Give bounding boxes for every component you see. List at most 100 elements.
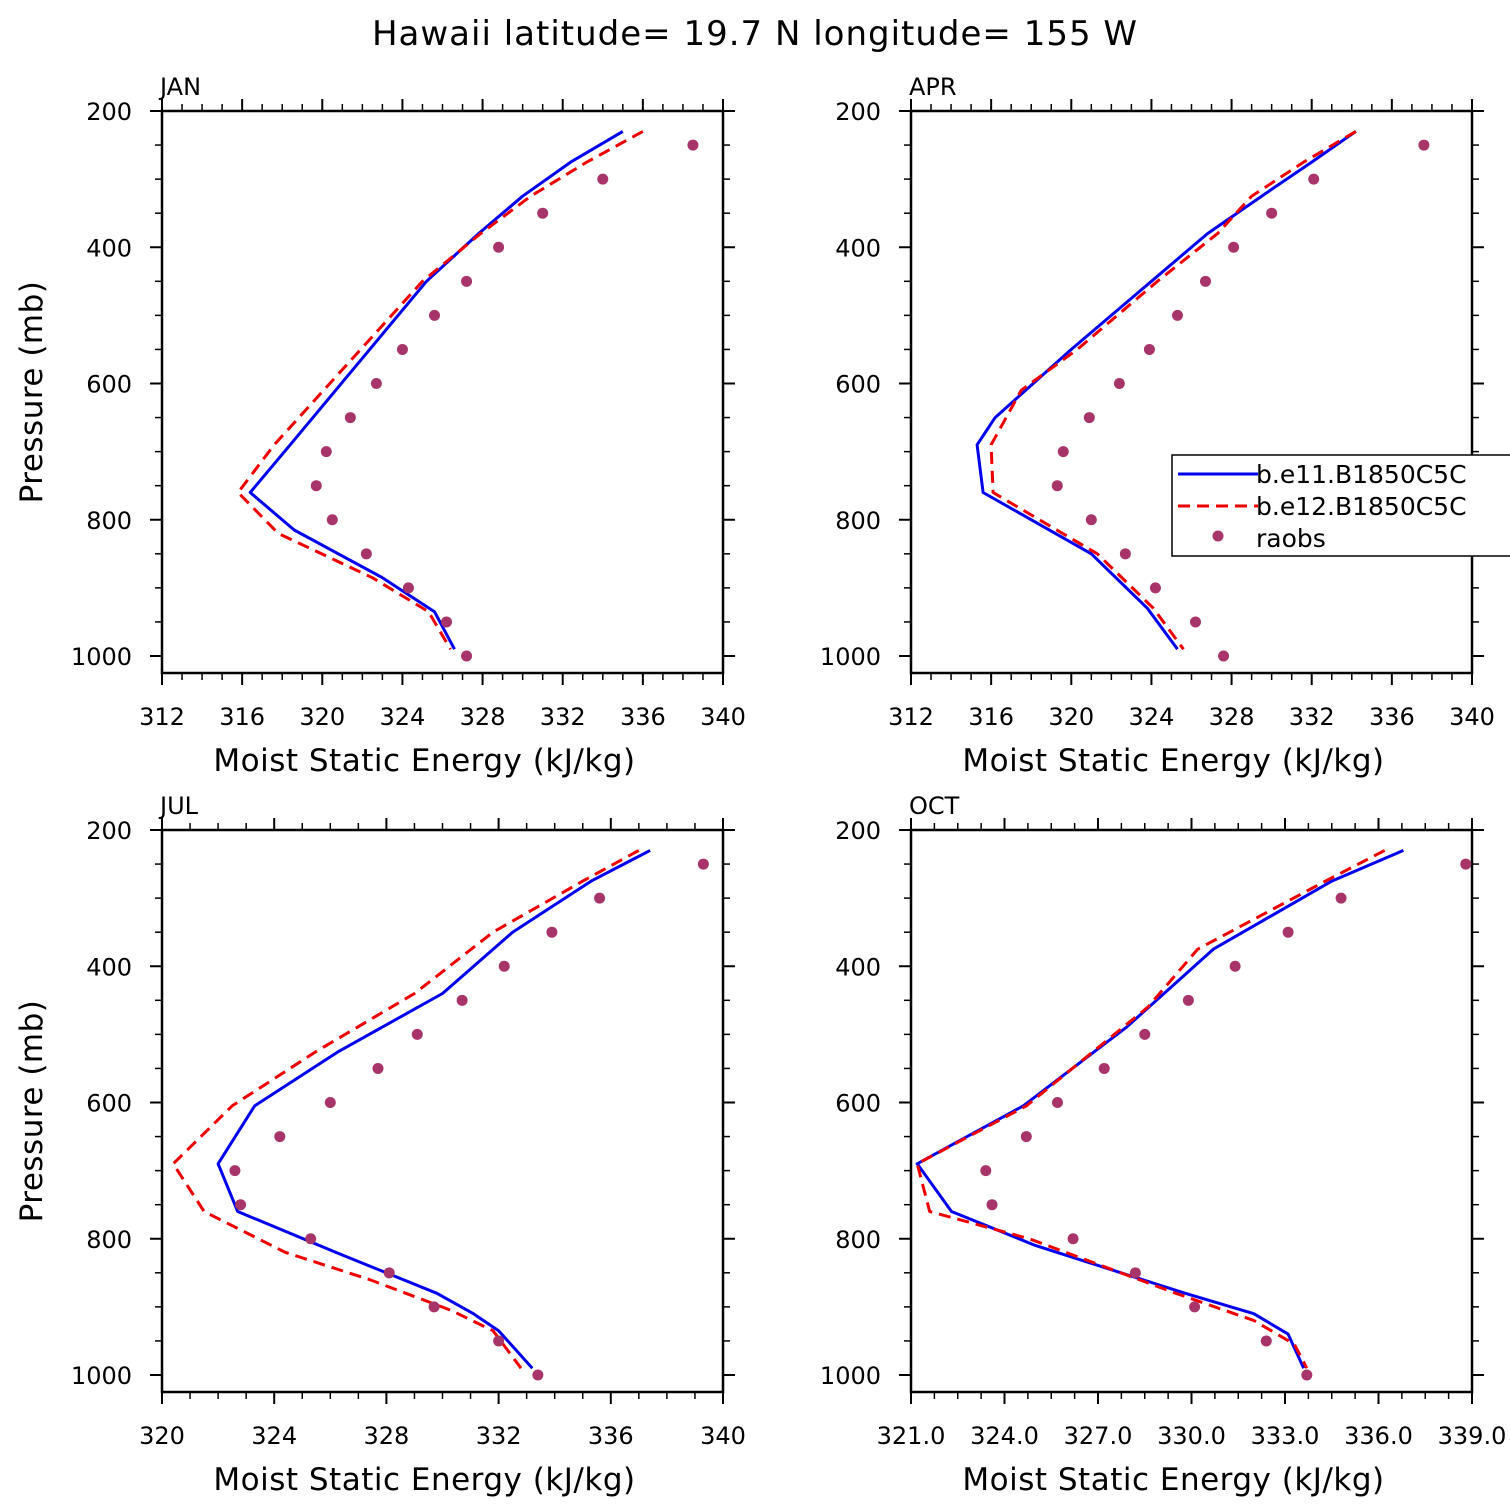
raobs-point bbox=[1129, 1267, 1141, 1279]
raobs-point bbox=[1182, 994, 1194, 1006]
raobs-point bbox=[1190, 616, 1202, 628]
raobs-point bbox=[1301, 1369, 1313, 1381]
y-tick-label: 600 bbox=[86, 371, 132, 399]
raobs-point bbox=[1228, 241, 1240, 253]
raobs-point bbox=[1460, 858, 1472, 870]
raobs-point bbox=[1098, 1062, 1110, 1074]
raobs-point bbox=[456, 994, 468, 1006]
raobs-point bbox=[532, 1369, 544, 1381]
raobs-point bbox=[594, 892, 606, 904]
raobs-point bbox=[326, 514, 338, 526]
y-tick-label: 400 bbox=[835, 234, 881, 262]
raobs-point bbox=[493, 241, 505, 253]
x-tick-label: 320 bbox=[299, 703, 345, 731]
y-tick-label: 800 bbox=[86, 507, 132, 535]
x-tick-label: 336.0 bbox=[1344, 1422, 1413, 1450]
raobs-point bbox=[1189, 1301, 1201, 1313]
y-tick-label: 400 bbox=[835, 953, 881, 981]
raobs-point bbox=[697, 858, 709, 870]
raobs-point bbox=[1308, 173, 1320, 185]
x-tick-label: 339.0 bbox=[1438, 1422, 1507, 1450]
raobs-point bbox=[1139, 1028, 1151, 1040]
raobs-point bbox=[1057, 446, 1069, 458]
raobs-point bbox=[320, 446, 332, 458]
legend-swatch-raobs bbox=[1212, 530, 1224, 542]
y-tick-label: 200 bbox=[835, 98, 881, 126]
raobs-point bbox=[441, 616, 453, 628]
y-tick-label: 200 bbox=[86, 817, 132, 845]
y-tick-label: 200 bbox=[835, 817, 881, 845]
raobs-point bbox=[1229, 960, 1241, 972]
raobs-point bbox=[1067, 1233, 1079, 1245]
raobs-point bbox=[537, 207, 549, 219]
raobs-point bbox=[360, 548, 372, 560]
raobs-point bbox=[687, 139, 699, 151]
x-tick-label: 324.0 bbox=[970, 1422, 1039, 1450]
e12-line bbox=[915, 849, 1386, 1369]
raobs-point bbox=[493, 1335, 505, 1347]
figure-title: Hawaii latitude= 19.7 N longitude= 155 W bbox=[372, 14, 1138, 54]
raobs-point bbox=[383, 1267, 395, 1279]
y-tick-label: 1000 bbox=[71, 643, 132, 671]
panel-jan: JAN 312 316 320 324 328 332 336 340 200 400 600 800 1… bbox=[14, 73, 746, 779]
raobs-point bbox=[1200, 275, 1212, 287]
raobs-point bbox=[1149, 582, 1161, 594]
e11-line bbox=[216, 849, 651, 1370]
x-tick-label: 340 bbox=[1449, 703, 1495, 731]
legend-label: raobs bbox=[1256, 524, 1326, 553]
x-tick-label: 336 bbox=[1369, 703, 1415, 731]
raobs-point bbox=[498, 960, 510, 972]
plot-frame bbox=[160, 109, 725, 675]
x-tick-label: 330.0 bbox=[1157, 1422, 1226, 1450]
raobs-point bbox=[1266, 207, 1278, 219]
e12-line bbox=[171, 849, 640, 1370]
raobs-point bbox=[1051, 480, 1063, 492]
y-tick-label: 1000 bbox=[820, 643, 881, 671]
y-tick-label: 400 bbox=[86, 234, 132, 262]
raobs-point bbox=[597, 173, 609, 185]
x-tick-label: 312 bbox=[888, 703, 934, 731]
raobs-point bbox=[1083, 412, 1095, 424]
x-tick-label: 332 bbox=[540, 703, 586, 731]
raobs-point bbox=[1143, 343, 1155, 355]
raobs-point bbox=[1020, 1131, 1032, 1143]
raobs-point bbox=[235, 1199, 247, 1211]
raobs-point bbox=[1119, 548, 1131, 560]
y-tick-label: 600 bbox=[835, 1090, 881, 1118]
raobs-point bbox=[1171, 309, 1183, 321]
panel-oct: OCT 321.0 324.0 327.0 330.0 333.0 336.0 339.0 20… bbox=[820, 792, 1506, 1498]
x-tick-label: 321.0 bbox=[877, 1422, 946, 1450]
raobs-point bbox=[305, 1233, 317, 1245]
y-tick-label: 800 bbox=[835, 507, 881, 535]
raobs-point bbox=[1335, 892, 1347, 904]
y-tick-label: 600 bbox=[835, 371, 881, 399]
x-tick-label: 324 bbox=[251, 1422, 297, 1450]
y-tick-label: 600 bbox=[86, 1090, 132, 1118]
y-axis-label: Pressure (mb) bbox=[14, 1000, 50, 1223]
y-tick-label: 400 bbox=[86, 953, 132, 981]
x-tick-label: 312 bbox=[139, 703, 185, 731]
x-tick-label: 320 bbox=[139, 1422, 185, 1450]
raobs-point bbox=[411, 1028, 423, 1040]
panel-jul: JUL 320 324 328 332 336 340 200 400 600 800 1000 Moi… bbox=[14, 792, 746, 1498]
raobs-point bbox=[428, 309, 440, 321]
y-axis-label: Pressure (mb) bbox=[14, 281, 50, 504]
raobs-point bbox=[1282, 926, 1294, 938]
x-tick-label: 332 bbox=[1289, 703, 1335, 731]
x-tick-label: 332 bbox=[476, 1422, 522, 1450]
x-tick-label: 340 bbox=[700, 703, 746, 731]
x-axis-label: Moist Static Energy (kJ/kg) bbox=[213, 1462, 635, 1498]
raobs-point bbox=[546, 926, 558, 938]
raobs-point bbox=[1113, 378, 1125, 389]
e11-line bbox=[248, 130, 624, 650]
x-tick-label: 336 bbox=[588, 1422, 634, 1450]
raobs-point bbox=[1260, 1335, 1272, 1347]
raobs-point bbox=[310, 480, 322, 492]
raobs-point bbox=[1218, 650, 1230, 662]
e11-line bbox=[915, 849, 1404, 1369]
raobs-point bbox=[461, 650, 473, 662]
panel-apr: APR 312 316 320 324 328 332 336 340 200 400 600 800 1… bbox=[820, 73, 1495, 779]
x-tick-label: 327.0 bbox=[1064, 1422, 1133, 1450]
raobs-point bbox=[986, 1199, 998, 1211]
raobs-point bbox=[372, 1062, 384, 1074]
